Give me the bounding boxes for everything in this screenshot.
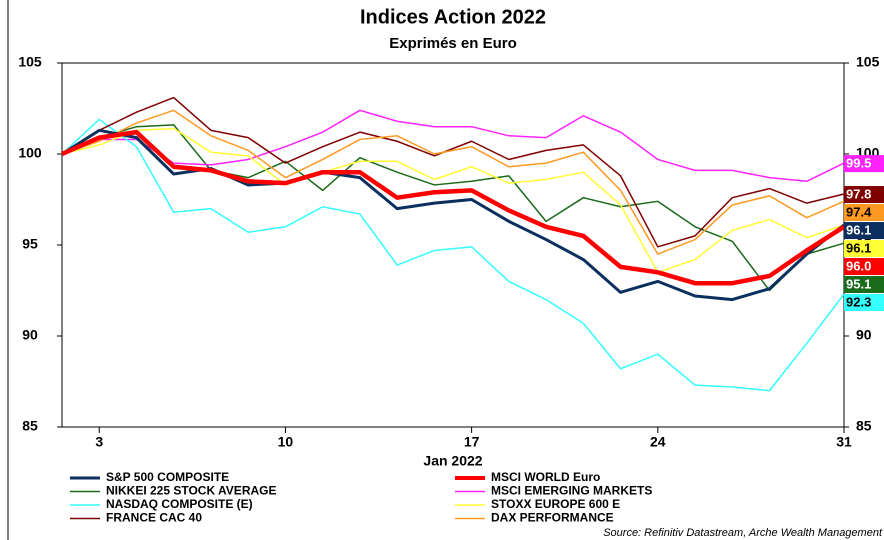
end-label-box <box>844 240 884 258</box>
plot-frame <box>61 62 845 428</box>
legend-label: FRANCE CAC 40 <box>106 511 202 525</box>
x-tick-label: 17 <box>464 434 480 450</box>
legend-label: NASDAQ COMPOSITE (E) <box>106 497 253 511</box>
end-label: 97.4 <box>846 204 872 219</box>
x-tick-label: 24 <box>650 434 666 450</box>
series-line <box>61 96 845 248</box>
end-label: 95.1 <box>846 276 871 291</box>
end-label-box <box>844 204 884 222</box>
end-label-box <box>844 294 884 312</box>
y-tick-label: 100 <box>18 145 42 161</box>
chart-title: Indices Action 2022 <box>360 6 546 28</box>
chart-subtitle: Exprimés en Euro <box>389 35 517 52</box>
end-label: 96.1 <box>846 240 871 255</box>
legend-label: S&P 500 COMPOSITE <box>106 470 229 484</box>
end-label-box <box>844 222 884 240</box>
y-tick-label: 85 <box>22 418 38 434</box>
source-note: Source: Refinitiv Datastream, Arche Weal… <box>603 527 883 539</box>
x-tick-label: 31 <box>836 434 852 450</box>
x-axis-label: Jan 2022 <box>423 453 482 469</box>
series-line <box>61 118 845 392</box>
end-label-box <box>844 155 884 173</box>
series-line <box>61 129 846 286</box>
x-tick-label: 3 <box>95 434 103 450</box>
y-tick-label: 95 <box>22 236 38 252</box>
end-label: 97.8 <box>846 186 871 201</box>
legend-label: NIKKEI 225 STOCK AVERAGE <box>106 484 276 498</box>
x-tick-label: 10 <box>278 434 294 450</box>
end-label-box <box>844 276 884 294</box>
legend-label: DAX PERFORMANCE <box>491 511 614 525</box>
y2-tick-label: 105 <box>856 54 880 70</box>
end-label-box <box>844 258 884 276</box>
y2-tick-label: 90 <box>856 327 872 343</box>
y-tick-label: 90 <box>22 327 38 343</box>
series-line <box>61 109 845 183</box>
end-label: 96.1 <box>846 222 871 237</box>
legend-label: STOXX EUROPE 600 E <box>491 497 620 511</box>
end-label: 99.5 <box>846 156 871 171</box>
series-line <box>61 109 845 255</box>
y2-tick-label: 85 <box>856 418 872 434</box>
y-tick-label: 105 <box>18 54 42 70</box>
series-line <box>61 128 845 302</box>
end-label: 92.3 <box>846 294 871 309</box>
series-line <box>61 124 845 292</box>
legend-label: MSCI EMERGING MARKETS <box>491 484 652 498</box>
legend-label: MSCI WORLD Euro <box>491 470 600 484</box>
end-label-box <box>844 186 884 204</box>
end-label: 96.0 <box>846 258 871 273</box>
series-line <box>61 127 845 274</box>
